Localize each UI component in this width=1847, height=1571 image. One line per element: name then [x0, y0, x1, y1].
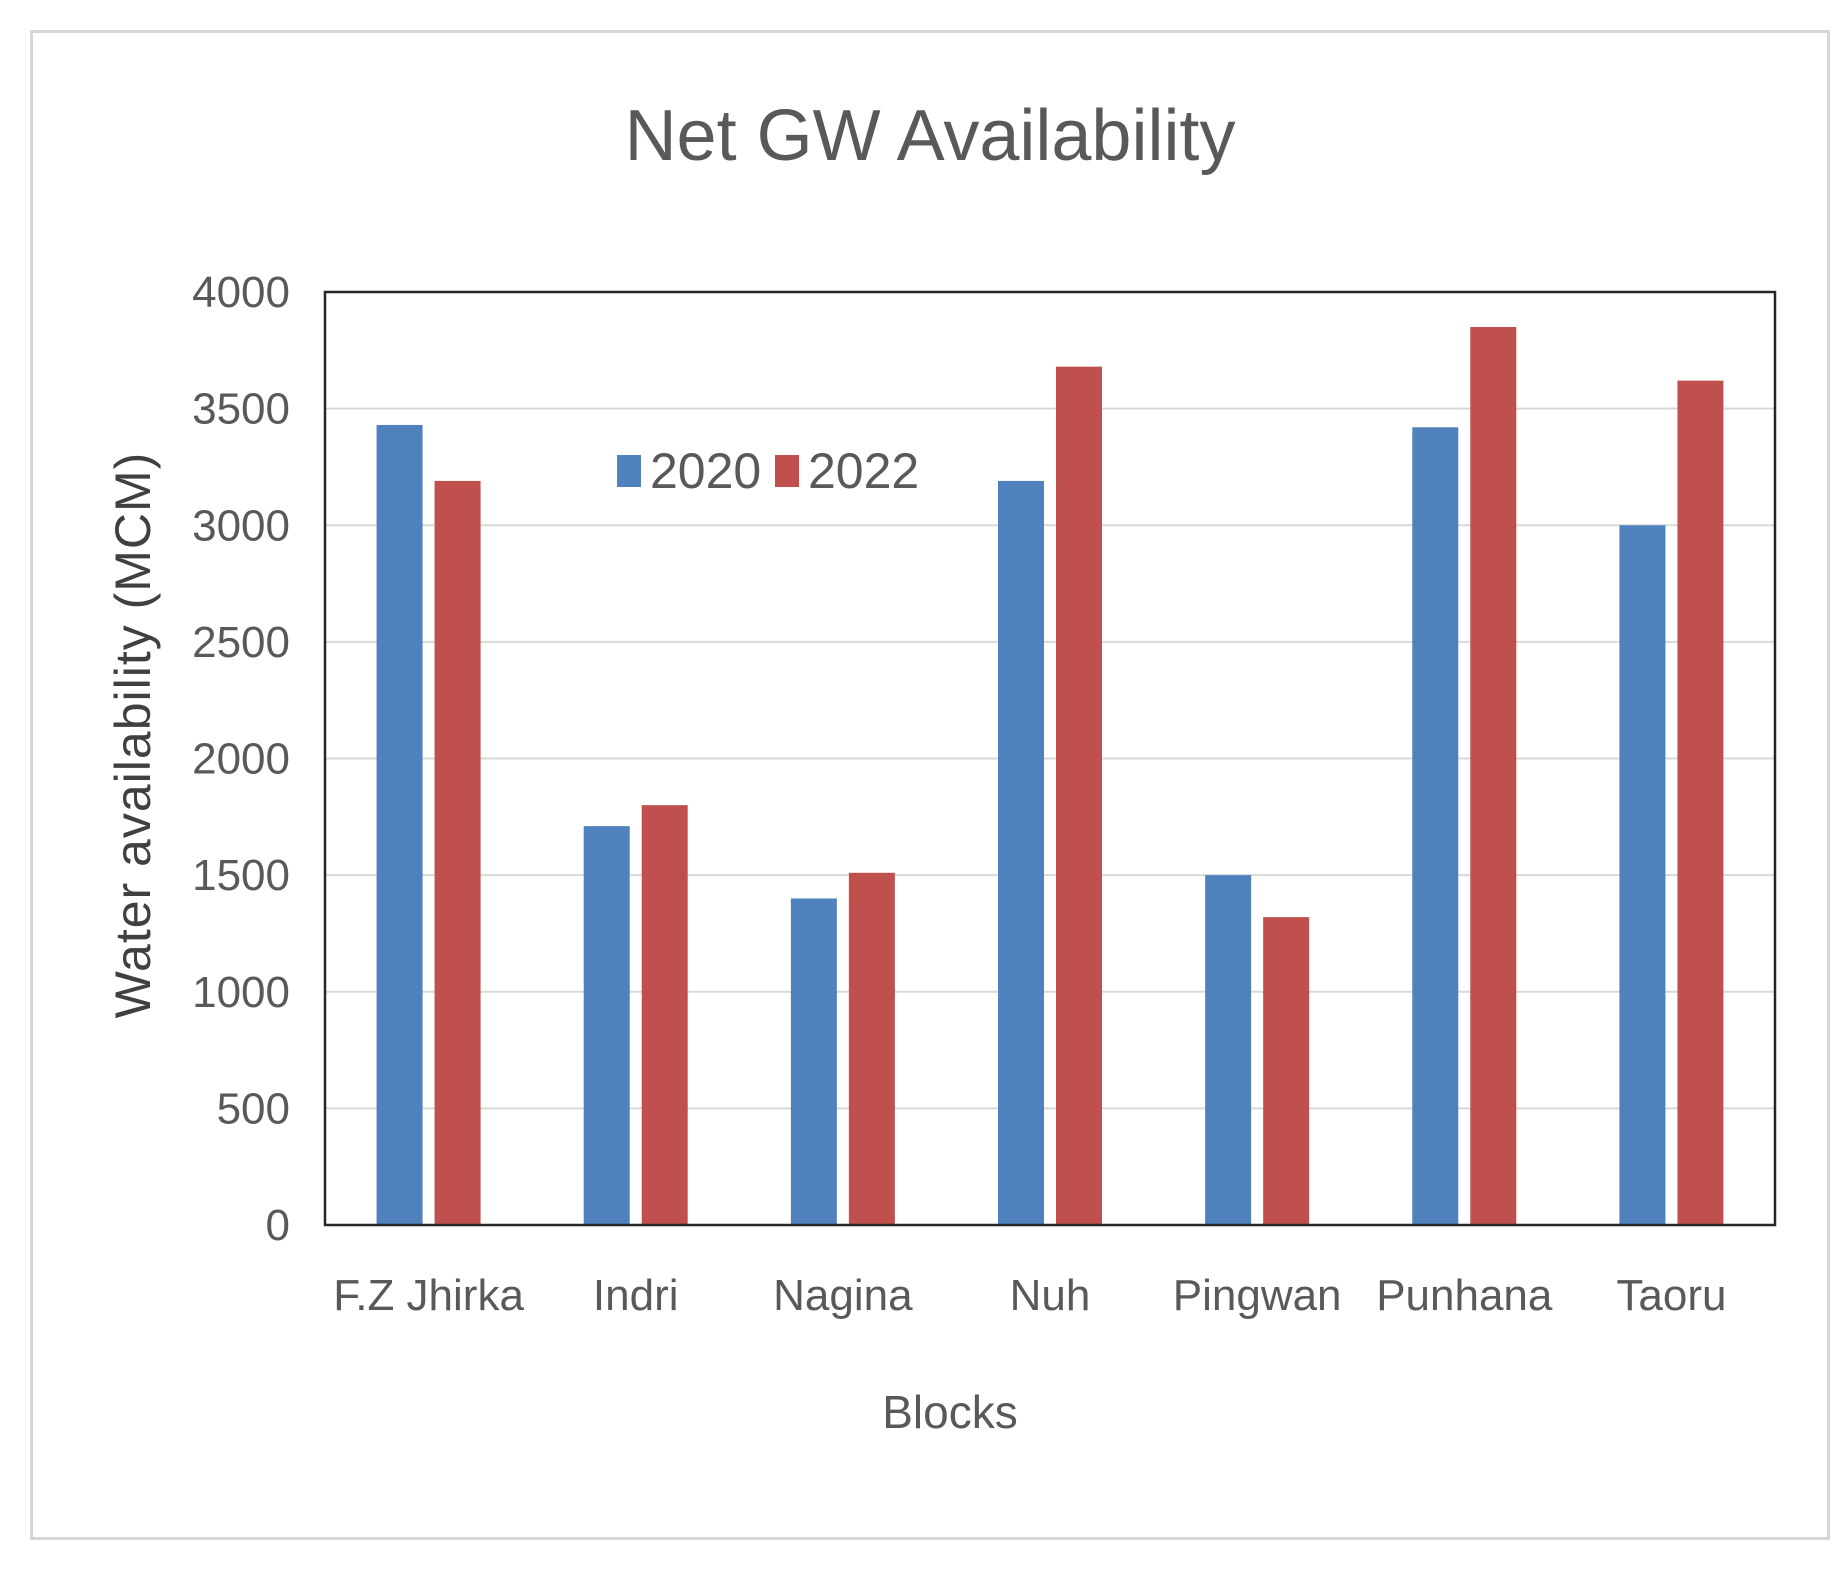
plot-area-border [323, 290, 1777, 1227]
y-tick-label: 0 [266, 1201, 290, 1250]
bar-2022-indri [641, 805, 688, 1225]
x-tick-label: Pingwan [1173, 1271, 1342, 1320]
bar-2020-indri [583, 826, 630, 1225]
y-tick-label: 2000 [192, 735, 290, 784]
y-tick-label: 4000 [192, 268, 290, 317]
legend-swatch-2020 [617, 455, 641, 487]
x-axis-title: Blocks [882, 1386, 1017, 1438]
bar-2022-nagina [848, 872, 895, 1225]
y-tick-label: 3000 [192, 501, 290, 550]
bar-2022-taoru [1677, 380, 1724, 1225]
legend-label-2020: 2020 [650, 443, 761, 499]
bar-2020-taoru [1619, 525, 1666, 1225]
y-axis-title: Water availability (MCM) [105, 452, 161, 1019]
x-tick-label: Indri [593, 1271, 679, 1320]
x-tick-label: Punhana [1376, 1271, 1553, 1320]
x-tick-label: Taoru [1616, 1271, 1726, 1320]
x-tick-label: F.Z Jhirka [333, 1271, 524, 1320]
plot-border [323, 290, 1777, 1227]
bar-2020-pingwan [1205, 875, 1252, 1225]
y-tick-label: 2500 [192, 618, 290, 667]
x-tick-label: Nagina [773, 1271, 913, 1320]
bar-2020-f-z-jhirka [376, 424, 423, 1225]
bar-2020-punhana [1412, 427, 1459, 1225]
legend-label-2022: 2022 [808, 443, 919, 499]
chart-frame [30, 30, 1830, 1540]
bar-2022-f-z-jhirka [434, 480, 481, 1225]
bar-2022-nuh [1056, 366, 1102, 1225]
y-tick-label: 500 [217, 1084, 290, 1133]
x-tick-labels: F.Z Jhirka Indri Nagina Nuh Pingwan Punhana Ta… [333, 1271, 1726, 1320]
y-tick-label: 1000 [192, 968, 290, 1017]
bar-2022-punhana [1470, 326, 1517, 1225]
chart-title: Net GW Availability [625, 96, 1236, 176]
bars [376, 326, 1724, 1225]
legend: 2020 2022 [617, 443, 919, 499]
x-tick-label: Nuh [1010, 1271, 1091, 1320]
y-tick-label: 1500 [192, 851, 290, 900]
bar-2022-pingwan [1263, 917, 1310, 1225]
gridlines [325, 407, 1775, 1110]
y-tick-label: 3500 [192, 385, 290, 434]
bar-2020-nuh [998, 480, 1044, 1225]
bar-2020-nagina [790, 898, 837, 1225]
legend-swatch-2022 [775, 455, 799, 487]
y-tick-labels: 0 500 1000 1500 2000 2500 3000 3500 4000 [192, 268, 290, 1250]
